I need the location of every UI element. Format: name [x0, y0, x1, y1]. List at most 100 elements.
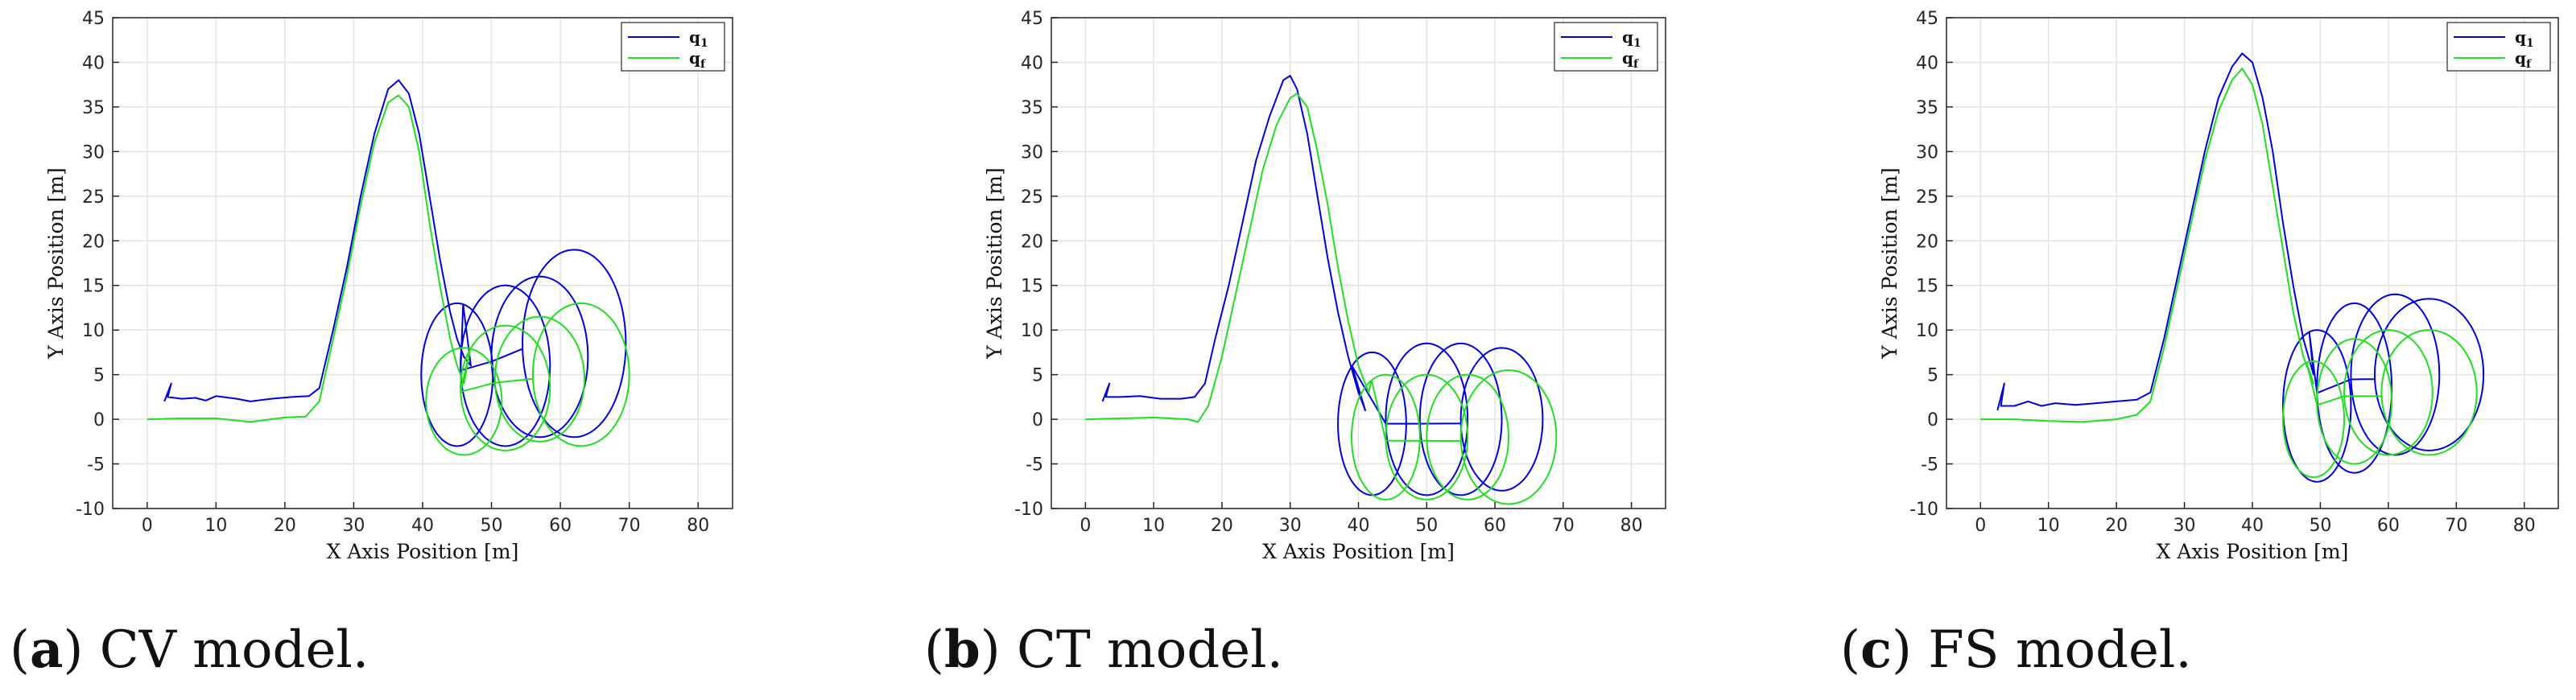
y-tick-label: 30: [82, 142, 105, 163]
y-tick-label: -10: [1014, 500, 1043, 520]
chart-panel-c: 0 10 20 30 40 50 60 70 80 -10 -5 0 5 10 15 20 25 30 35 40 45…: [1878, 9, 2559, 563]
x-tick-label: 20: [1211, 516, 1233, 536]
x-tick-label: 10: [2037, 516, 2060, 536]
x-tick-label: 0: [1975, 516, 1986, 536]
y-tick-label: 45: [1021, 9, 1043, 29]
caption-label-a: a: [29, 620, 64, 680]
x-tick-label: 70: [1552, 516, 1575, 536]
series-line-qf: [1085, 93, 1558, 505]
y-tick-label: 35: [1021, 98, 1043, 118]
x-tick-label: 70: [618, 516, 641, 536]
caption-text-b: CT model.: [1000, 620, 1283, 680]
caption-b: (b) CT model.: [924, 620, 1283, 680]
caption-text-a: CV model.: [83, 620, 369, 680]
y-tick-label: -10: [1909, 500, 1938, 520]
y-tick-label: 25: [82, 187, 105, 208]
x-tick-label: 10: [204, 516, 227, 536]
y-tick-label: 25: [1021, 187, 1043, 208]
chart-panel-b: 0 10 20 30 40 50 60 70 80 -10 -5 0 5 10 15 20 25 30 35 40 45…: [983, 9, 1666, 563]
caption-label-b: b: [943, 620, 980, 680]
y-tick-label: 0: [1927, 410, 1938, 430]
legend-subscript-qf: f: [1633, 58, 1639, 71]
x-tick-label: 80: [1620, 516, 1643, 536]
y-tick-label: 15: [1916, 277, 1938, 297]
y-tick-label: 40: [82, 53, 105, 73]
y-tick-label: 5: [1032, 366, 1043, 386]
y-axis-label: Y Axis Position [m]: [44, 167, 68, 359]
caption-a: (a) CV model.: [10, 620, 369, 680]
x-tick-label: 40: [2241, 516, 2264, 536]
x-axis-label: X Axis Position [m]: [327, 540, 519, 563]
series-line-q1: [1996, 52, 2485, 483]
y-tick-label: 10: [82, 321, 105, 341]
x-tick-label: 20: [2105, 516, 2128, 536]
caption-text-c: FS model.: [1911, 620, 2192, 680]
x-tick-label: 0: [142, 516, 153, 536]
y-tick-label: 40: [1916, 53, 1938, 73]
legend-subscript-q1: 1: [2526, 37, 2534, 50]
x-tick-label: 50: [2309, 516, 2331, 536]
x-axis-label: X Axis Position [m]: [1262, 540, 1455, 563]
legend-box: [2446, 22, 2551, 72]
x-tick-label: 30: [2174, 516, 2196, 536]
legend-box: [621, 22, 725, 72]
y-tick-label: 10: [1021, 321, 1043, 341]
y-tick-label: 40: [1021, 53, 1043, 73]
y-tick-label: -5: [1026, 455, 1043, 476]
legend-box: [1554, 22, 1658, 72]
x-tick-label: 40: [1348, 516, 1370, 536]
y-tick-label: -10: [76, 500, 105, 520]
series-line-q1: [163, 79, 627, 447]
chart-panel-a: 0 10 20 30 40 50 60 70 80 -10 -5 0 5 10 15 20 25 30 35 40 45…: [44, 9, 733, 563]
y-tick-label: 45: [1916, 9, 1938, 29]
axes-box: [112, 17, 733, 509]
y-tick-label: 15: [82, 277, 105, 297]
y-tick-label: 30: [1021, 142, 1043, 163]
x-tick-label: 80: [687, 516, 709, 536]
y-tick-label: 15: [1021, 277, 1043, 297]
x-axis-label: X Axis Position [m]: [2157, 540, 2349, 563]
axes-box: [1946, 17, 2559, 509]
x-tick-label: 50: [1415, 516, 1438, 536]
legend-subscript-qf: f: [2526, 58, 2532, 71]
y-tick-label: 20: [1021, 232, 1043, 252]
x-tick-label: 60: [549, 516, 572, 536]
y-tick-label: -5: [1921, 455, 1938, 476]
caption-label-c: c: [1860, 620, 1892, 680]
x-tick-label: 60: [2377, 516, 2400, 536]
x-tick-label: 70: [2445, 516, 2467, 536]
y-axis-label: Y Axis Position [m]: [983, 167, 1006, 359]
y-tick-label: 5: [93, 366, 105, 386]
x-tick-label: 50: [481, 516, 503, 536]
x-tick-label: 30: [1279, 516, 1302, 536]
x-tick-label: 30: [342, 516, 365, 536]
y-tick-label: 30: [1916, 142, 1938, 163]
series-group: [147, 79, 630, 456]
x-tick-label: 0: [1080, 516, 1091, 536]
y-tick-label: 0: [1032, 410, 1043, 430]
legend-subscript-q1: 1: [1633, 37, 1641, 50]
y-tick-label: 10: [1916, 321, 1938, 341]
y-tick-label: 25: [1916, 187, 1938, 208]
series-group: [1980, 52, 2485, 483]
x-tick-label: 80: [2513, 516, 2536, 536]
caption-c: (c) FS model.: [1840, 620, 2192, 680]
x-tick-label: 40: [411, 516, 434, 536]
legend-subscript-qf: f: [700, 58, 706, 71]
y-axis-label: Y Axis Position [m]: [1878, 167, 1901, 359]
series-line-q1: [1101, 75, 1544, 496]
y-tick-label: 0: [93, 410, 105, 430]
legend-subscript-q1: 1: [700, 37, 708, 50]
y-tick-label: 35: [82, 98, 105, 118]
axes-box: [1051, 17, 1666, 509]
series-line-qf: [147, 94, 630, 456]
x-tick-label: 60: [1484, 516, 1506, 536]
y-tick-label: 20: [1916, 232, 1938, 252]
series-group: [1085, 75, 1558, 505]
x-tick-label: 20: [274, 516, 296, 536]
y-tick-label: -5: [87, 455, 105, 476]
y-tick-label: 5: [1927, 366, 1938, 386]
series-line-qf: [1980, 68, 2478, 479]
x-tick-label: 10: [1142, 516, 1165, 536]
